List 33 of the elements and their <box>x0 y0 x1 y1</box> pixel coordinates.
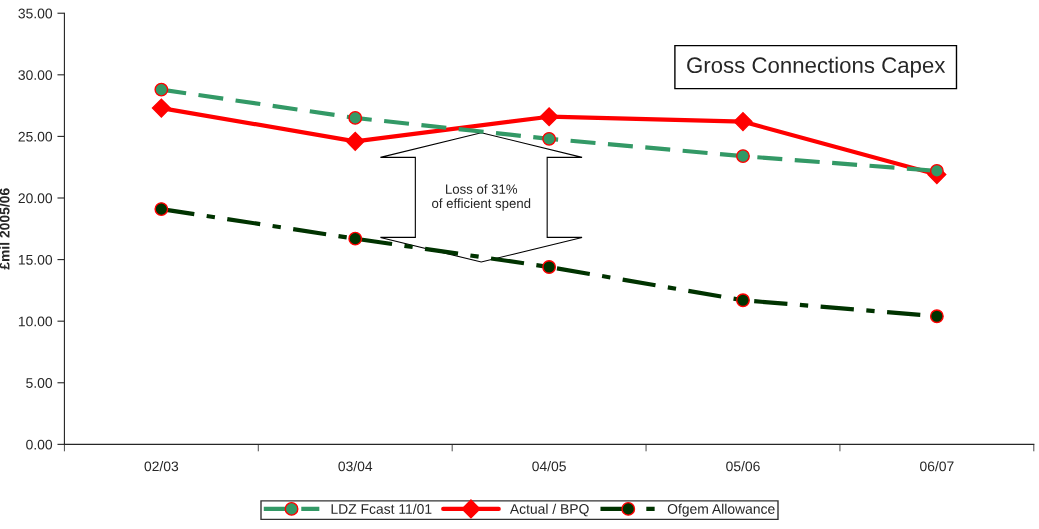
y-axis-title: £mil 2005/06 <box>0 188 10 270</box>
legend-label: Ofgem Allowance <box>667 503 775 517</box>
point <box>348 231 363 246</box>
y-tick-label: 35.00 <box>18 8 53 19</box>
point <box>539 107 559 127</box>
point <box>348 110 363 125</box>
y-tick-label: 20.00 <box>18 193 53 204</box>
legend-label: Actual / BPQ <box>509 503 589 517</box>
text: Gross Connections Capex <box>687 56 946 78</box>
x-tick-label: 05/06 <box>726 461 760 472</box>
annotation: Loss of 31% of efficient spend <box>432 184 531 211</box>
point <box>736 293 750 308</box>
point <box>154 82 169 97</box>
point <box>542 131 557 146</box>
point <box>929 163 944 178</box>
point <box>929 309 944 324</box>
y-tick-label: 30.00 <box>18 70 53 80</box>
point <box>733 112 753 132</box>
point <box>542 260 557 274</box>
y-tick-label: 10.00 <box>18 316 53 327</box>
x-tick-label: 04/05 <box>532 461 566 472</box>
point <box>151 98 171 118</box>
y-tick-label: 15.00 <box>18 254 53 265</box>
y-tick-label: 5.00 <box>26 378 53 388</box>
y-tick-label: 25.00 <box>18 131 53 142</box>
x-tick-label: 02/03 <box>144 461 179 472</box>
y-tick-label: 0.00 <box>26 439 53 450</box>
point <box>154 202 169 217</box>
x-tick-label: 03/04 <box>338 461 373 472</box>
x-tick-label: 06/07 <box>920 461 954 472</box>
point <box>345 131 365 151</box>
point <box>736 149 750 164</box>
legend-label: LDZ Fcast 11/01 <box>331 503 432 514</box>
